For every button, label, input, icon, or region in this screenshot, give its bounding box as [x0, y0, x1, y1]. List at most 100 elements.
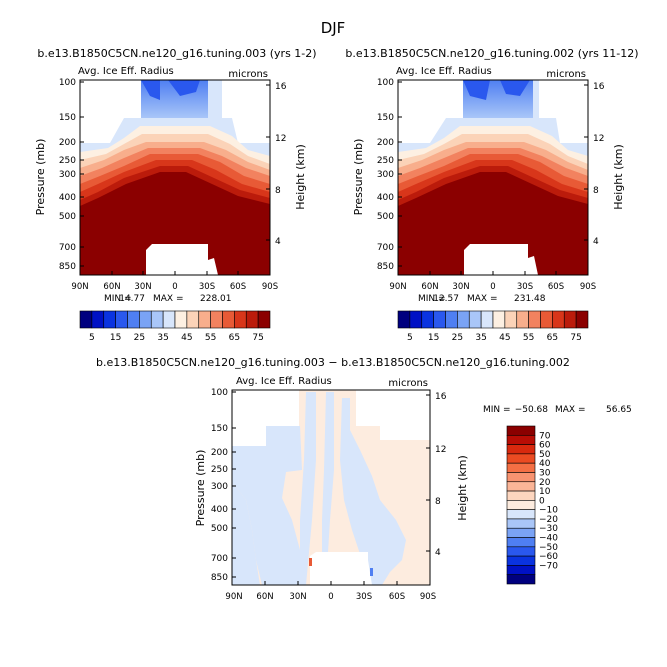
panel-1-yticks-right: 16 12 8 4 [275, 82, 287, 247]
colorbar-label: 15 [428, 333, 439, 343]
colorbar-swatch [245, 310, 259, 329]
panel-3: b.e13.B1850C5CN.ne120_g16.tuning.003 − b… [96, 356, 632, 602]
colorbar-panel-1 [79, 310, 271, 329]
y-tick-label: 850 [59, 262, 76, 272]
colorbar-label: 55 [523, 333, 534, 343]
panel-3-subtitle: Avg. Ice Eff. Radius [236, 376, 332, 387]
panel-3-ylabel-right: Height (km) [456, 455, 469, 521]
colorbar-label: 50 [539, 450, 551, 460]
colorbar-swatch [150, 310, 164, 329]
colorbar-label: 15 [110, 333, 121, 343]
height-tick-label: 4 [275, 237, 281, 247]
y-tick-label: 400 [377, 193, 394, 203]
colorbar-swatch [506, 425, 536, 436]
x-tick-label: 60S [389, 592, 405, 602]
colorbar-swatch [506, 537, 536, 548]
min-label: MIN = [104, 294, 132, 304]
colorbar-swatch [480, 310, 494, 329]
height-tick-label: 16 [593, 82, 605, 92]
y-tick-label: 200 [211, 448, 228, 458]
panel-1-subtitle: Avg. Ice Eff. Radius [78, 66, 174, 77]
colorbar-swatch [506, 509, 536, 520]
x-tick-label: 30N [452, 282, 469, 292]
x-tick-label: 60S [548, 282, 564, 292]
colorbar-swatch [445, 310, 458, 329]
y-tick-label: 250 [211, 465, 228, 475]
height-tick-label: 16 [435, 392, 447, 402]
colorbar-swatch [79, 310, 93, 329]
panel-3-xticks: 90N 60N 30N 0 30S 60S 90S [225, 592, 436, 602]
colorbar-label: 5 [407, 333, 413, 343]
panel-3-title: b.e13.B1850C5CN.ne120_g16.tuning.003 − b… [96, 356, 570, 369]
colorbar-swatch [516, 310, 529, 329]
y-tick-label: 700 [211, 554, 228, 564]
colorbar-swatch [506, 453, 536, 464]
panel-1-title: b.e13.B1850C5CN.ne120_g16.tuning.003 (yr… [37, 47, 316, 60]
panel-1: b.e13.B1850C5CN.ne120_g16.tuning.003 (yr… [34, 47, 317, 304]
colorbar-swatch [563, 310, 577, 329]
x-tick-label: 60S [230, 282, 246, 292]
panel-2-ylabel-right: Height (km) [612, 144, 625, 210]
max-label: MAX = [555, 405, 586, 415]
x-tick-label: 60N [103, 282, 120, 292]
y-tick-label: 500 [59, 212, 76, 222]
panel-2-xticks: 90N 60N 30N 0 30S 60S 90S [389, 282, 596, 292]
max-value: 56.65 [606, 405, 632, 415]
x-tick-label: 30N [289, 592, 306, 602]
colorbar-label: −20 [539, 515, 558, 525]
panel-1-ylabel: Pressure (mb) [34, 139, 47, 216]
max-value: 228.01 [200, 294, 232, 304]
colorbar-label: 45 [499, 333, 510, 343]
panel-2-title: b.e13.B1850C5CN.ne120_g16.tuning.002 (yr… [345, 47, 638, 60]
colorbar-label: 10 [539, 487, 551, 497]
panel-3-field [232, 390, 430, 585]
colorbar-swatch [506, 472, 536, 483]
colorbar-swatch [506, 481, 536, 492]
colorbar-swatch [257, 310, 271, 329]
colorbar-swatch [552, 310, 565, 329]
colorbar-swatch [575, 310, 589, 329]
colorbar-swatch [421, 310, 434, 329]
colorbar-swatch [506, 527, 536, 538]
colorbar-label: 70 [539, 431, 551, 441]
height-tick-label: 8 [435, 497, 441, 507]
colorbar-label: 5 [89, 333, 95, 343]
y-tick-label: 100 [59, 78, 76, 88]
colorbar-swatch [468, 310, 482, 329]
y-tick-label: 400 [59, 193, 76, 203]
colorbar-label: −10 [539, 506, 558, 516]
y-tick-label: 150 [377, 113, 394, 123]
y-tick-label: 250 [377, 156, 394, 166]
y-tick-label: 700 [59, 243, 76, 253]
colorbar-label: −30 [539, 524, 558, 534]
colorbar-swatch [433, 310, 446, 329]
colorbar-swatch [409, 310, 423, 329]
colorbar-label: 45 [181, 333, 192, 343]
colorbar-swatch [234, 310, 247, 329]
x-tick-label: 0 [172, 282, 177, 292]
panel-1-yticks: 100 150 200 250 300 400 500 700 850 [59, 78, 76, 272]
x-tick-label: 30S [356, 592, 372, 602]
colorbar-swatch [506, 565, 536, 576]
x-tick-label: 90N [71, 282, 88, 292]
panel-2: b.e13.B1850C5CN.ne120_g16.tuning.002 (yr… [345, 47, 638, 304]
y-tick-label: 200 [59, 138, 76, 148]
colorbar-swatch [506, 574, 536, 585]
figure-title: DJF [321, 19, 346, 37]
colorbar-label: 60 [539, 441, 551, 451]
colorbar-label: 35 [157, 333, 168, 343]
height-tick-label: 4 [435, 548, 441, 558]
panel-1-field [80, 80, 270, 275]
colorbar-swatch [504, 310, 518, 329]
height-tick-label: 16 [275, 82, 287, 92]
colorbar-label: 0 [539, 496, 545, 506]
colorbar-swatch [198, 310, 211, 329]
colorbar-swatch [506, 444, 536, 455]
panel-1-xticks: 90N 60N 30N 0 30S 60S 90S [71, 282, 278, 292]
panel-2-axes [397, 79, 589, 276]
y-tick-label: 700 [377, 243, 394, 253]
colorbar-swatch [457, 310, 470, 329]
colorbar-swatch [127, 310, 140, 329]
